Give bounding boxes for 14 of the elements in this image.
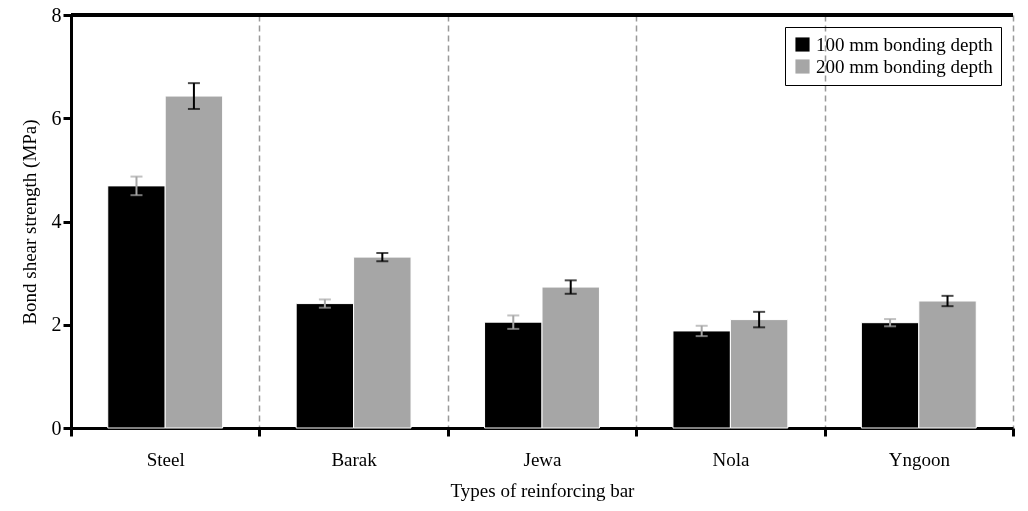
y-tick-label: 4 bbox=[51, 210, 62, 232]
y-tick-label: 6 bbox=[51, 106, 62, 129]
x-axis-title: Types of reinforcing bar bbox=[450, 479, 636, 501]
y-axis-title: Bond shear strength (MPa) bbox=[18, 119, 41, 325]
x-tick-label: Barak bbox=[331, 448, 378, 470]
x-tick-label: Nola bbox=[712, 448, 750, 470]
y-tick-label: 8 bbox=[51, 3, 62, 26]
x-tick-label: Yngoon bbox=[888, 448, 951, 470]
legend-label: 100 mm bonding depth bbox=[816, 33, 994, 55]
x-tick-label: Jewa bbox=[523, 448, 563, 470]
x-tick-label: Steel bbox=[146, 448, 185, 470]
y-tick-label: 0 bbox=[51, 416, 62, 439]
legend-label: 200 mm bonding depth bbox=[816, 55, 994, 77]
y-tick-label: 2 bbox=[51, 313, 62, 336]
